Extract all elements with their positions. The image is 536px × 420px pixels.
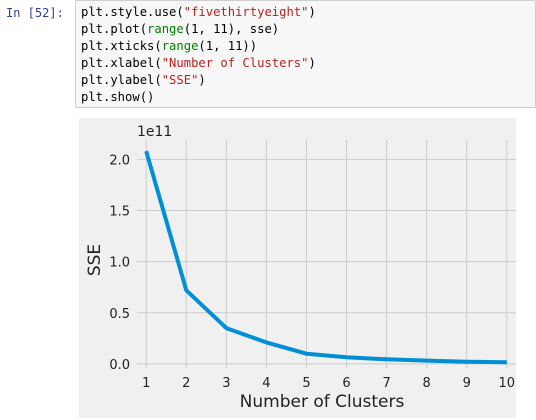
code-editor[interactable]: plt.style.use("fivethirtyeight") plt.plot…: [81, 4, 535, 107]
code-token: plt.xlabel(: [81, 56, 162, 70]
y-offset-label: 1e11: [137, 124, 172, 140]
code-token: "fivethirtyeight": [184, 5, 309, 19]
x-tick-label: 8: [423, 376, 431, 391]
code-line: plt.plot(range(1, 11), sse): [81, 21, 535, 38]
code-line: plt.style.use("fivethirtyeight"): [81, 4, 535, 21]
code-line: plt.ylabel("SSE"): [81, 72, 535, 89]
code-token: plt.ylabel(: [81, 73, 162, 87]
y-tick-label: 1.0: [109, 256, 130, 271]
x-tick-label: 3: [222, 376, 230, 391]
code-token: plt.xticks(: [81, 39, 162, 53]
cell-prompt: In [52]:: [6, 4, 64, 22]
code-token: plt.show(): [81, 90, 154, 104]
x-tick-label: 4: [262, 376, 270, 391]
x-tick-label: 6: [342, 376, 350, 391]
code-token: range: [162, 39, 199, 53]
code-token: "SSE": [162, 73, 199, 87]
x-tick-label: 1: [142, 376, 150, 391]
code-token: (1, 11)): [198, 39, 257, 53]
code-line: plt.show(): [81, 89, 535, 106]
code-line: plt.xticks(range(1, 11)): [81, 38, 535, 55]
code-line: plt.xlabel("Number of Clusters"): [81, 55, 535, 72]
code-token: ): [198, 73, 205, 87]
x-tick-label: 9: [463, 376, 471, 391]
x-tick-label: 5: [302, 376, 310, 391]
code-token: (1, 11), sse): [184, 22, 279, 36]
code-token: "Number of Clusters": [162, 56, 309, 70]
x-tick-label: 10: [499, 376, 516, 391]
code-token: ): [308, 5, 315, 19]
y-tick-label: 1.5: [109, 205, 130, 220]
y-tick-label: 0.0: [109, 358, 130, 373]
sse-elbow-chart: 0.0 0.5 1.0 1.5 2.0 1 2 3 4 5 6 7 8 9 10 1e11 Number …: [79, 118, 516, 418]
code-token: plt.plot(: [81, 22, 147, 36]
x-axis-label: Number of Clusters: [240, 392, 405, 412]
figure-background: [79, 118, 516, 418]
y-tick-label: 0.5: [109, 307, 130, 322]
code-token: plt.style.use(: [81, 5, 184, 19]
y-axis-label: SSE: [85, 244, 105, 276]
y-tick-label: 2.0: [109, 153, 130, 168]
x-tick-label: 7: [382, 376, 390, 391]
code-cell-input[interactable]: plt.style.use("fivethirtyeight") plt.plot…: [75, 0, 536, 108]
code-token: range: [147, 22, 184, 36]
x-tick-label: 2: [182, 376, 190, 391]
cell-output: 0.0 0.5 1.0 1.5 2.0 1 2 3 4 5 6 7 8 9 10 1e11 Number …: [79, 118, 516, 418]
code-token: ): [308, 56, 315, 70]
